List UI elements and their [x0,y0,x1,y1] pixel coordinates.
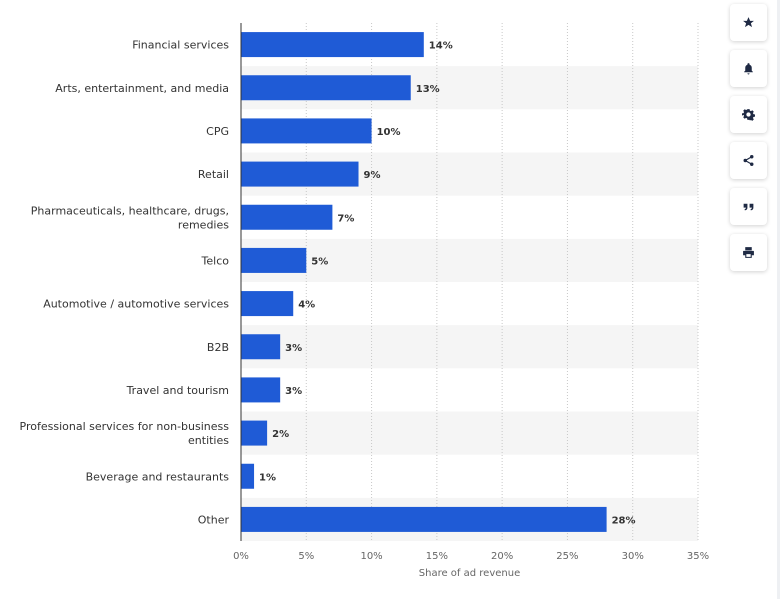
category-label: Beverage and restaurants [86,470,230,483]
value-label: 13% [416,84,440,95]
value-labels: 14% 13% 10% 9% 7% 5% 4% 3% 3% 2% 1% 28% [259,41,635,527]
category-label: Other [198,513,230,526]
value-label: 10% [377,127,401,138]
value-label: 4% [298,300,315,311]
bars [241,32,607,532]
category-label: B2B [207,341,229,354]
category-label: Pharmaceuticals, healthcare, drugs, remed… [31,204,229,231]
category-labels: Financial services Arts, entertainment, a… [20,39,230,527]
bar [241,204,333,230]
row-stripe [241,325,698,369]
bar [241,463,255,489]
value-label: 3% [285,343,302,354]
settings-button[interactable] [730,96,767,133]
bar [241,377,281,403]
bar [241,291,294,317]
x-tick-label: 15% [426,551,448,562]
bar [241,334,281,360]
value-label: 28% [612,515,636,526]
cite-button[interactable] [730,188,767,225]
notification-button[interactable] [730,50,767,87]
star-icon [743,17,754,28]
bar [241,161,359,187]
bar [241,247,307,273]
gear-icon [742,109,755,121]
x-axis-title: Share of ad revenue [419,568,520,579]
share-button[interactable] [730,142,767,179]
x-tick-label: 20% [491,551,513,562]
bell-icon [744,63,753,75]
bar [241,32,424,58]
x-tick-label: 35% [687,551,709,562]
value-label: 1% [259,472,276,483]
category-label: Retail [198,168,229,181]
bar [241,75,411,101]
bar [241,506,607,532]
category-label: Travel and tourism [126,384,229,397]
category-label: Arts, entertainment, and media [55,82,229,95]
favorite-button[interactable] [730,4,767,41]
value-label: 3% [285,386,302,397]
x-tick-label: 0% [233,551,249,562]
page-edge [777,0,780,599]
quote-icon [743,203,754,211]
print-button[interactable] [730,234,767,271]
gridlines [305,23,699,541]
bar [241,420,268,446]
x-tick-label: 25% [556,551,578,562]
share-icon [743,154,754,167]
bar-chart: 14% 13% 10% 9% 7% 5% 4% 3% 3% 2% 1% 28% Financial s… [20,23,709,579]
value-label: 14% [429,41,453,52]
print-icon [743,247,754,258]
value-label: 2% [272,429,289,440]
bar [241,118,372,144]
value-label: 5% [311,256,328,267]
x-tick-label: 30% [622,551,644,562]
x-tick-label: 5% [298,551,314,562]
category-label: Financial services [132,39,229,52]
category-label: Automotive / automotive services [43,298,229,311]
category-label: Professional services for non-business en… [20,420,230,447]
row-stripe [241,411,698,455]
x-tick-label: 10% [360,551,382,562]
row-stripe [241,238,698,282]
value-label: 7% [337,213,354,224]
chart-toolbar [730,4,767,280]
category-label: CPG [206,125,229,138]
category-label: Telco [201,254,230,267]
value-label: 9% [364,170,381,181]
x-tick-labels: 0% 5% 10% 15% 20% 25% 30% 35% [233,551,709,562]
